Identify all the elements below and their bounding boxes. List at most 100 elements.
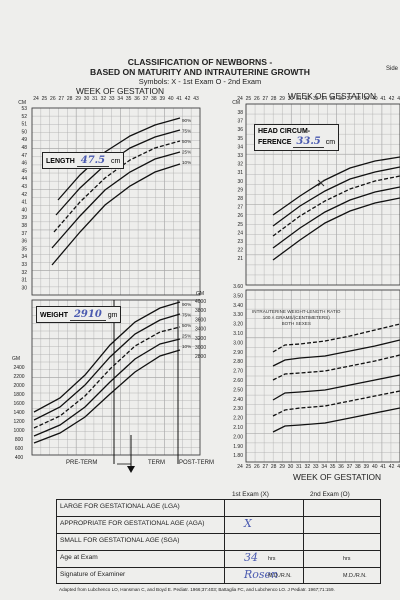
weight-gm-tick: 2000 xyxy=(13,383,24,389)
term-arrow-head xyxy=(127,466,135,473)
head-exam-mark xyxy=(317,179,325,187)
head-cm-tick: 22 xyxy=(237,248,243,254)
head-cm-tick: 24 xyxy=(237,230,243,236)
length-week-tick: 36 xyxy=(134,96,140,102)
ratio-week-tick: 35 xyxy=(330,464,336,470)
head-value: 33.5 xyxy=(293,136,324,148)
ratio-tick: 3.20 xyxy=(233,322,243,328)
weight-gm-tick: 600 xyxy=(15,446,24,452)
head-week-tick: 33 xyxy=(313,96,319,102)
length-percentile-curve xyxy=(53,140,181,233)
length-percentile-label: 75% xyxy=(182,129,191,134)
ratio-week-tick: 34 xyxy=(321,464,327,470)
length-week-label: WEEK OF GESTATION xyxy=(76,86,165,96)
ratio-week-tick: 36 xyxy=(338,464,344,470)
head-week-tick: 24 xyxy=(237,96,243,102)
ratio-tick: 1.80 xyxy=(233,453,243,459)
length-cm-tick: 40 xyxy=(21,207,27,213)
ratio-tick: 2.20 xyxy=(233,416,243,422)
length-week-tick: 40 xyxy=(168,96,174,102)
weight-gm-unit: GM xyxy=(12,356,20,362)
length-cm-tick: 37 xyxy=(21,231,27,237)
length-week-tick: 39 xyxy=(160,96,166,102)
length-cm-tick: 43 xyxy=(21,184,27,190)
ratio-week-tick: 38 xyxy=(355,464,361,470)
length-cm-tick: 45 xyxy=(21,168,27,174)
ratio-percentile-curve xyxy=(272,323,400,353)
ratio-tick: 3.30 xyxy=(233,312,243,318)
head-week-label: WEEK OF GESTATION xyxy=(288,91,377,101)
ratio-tick: 3.00 xyxy=(233,340,243,346)
ratio-week-tick: 30 xyxy=(288,464,294,470)
side-label: Side xyxy=(386,66,399,72)
ratio-tick: 2.70 xyxy=(233,369,243,375)
ratio-week-tick: 27 xyxy=(262,464,268,470)
ratio-week-tick: 32 xyxy=(305,464,311,470)
ratio-percentile-curve xyxy=(272,354,400,381)
exam1-value: 34 xyxy=(244,551,258,564)
length-percentile-curve xyxy=(51,151,181,249)
ratio-week-tick: 43 xyxy=(397,464,400,470)
exam1-suffix: hrs xyxy=(268,556,276,562)
head-percentile-curve xyxy=(272,197,400,261)
preterm-label: PRE-TERM xyxy=(66,460,98,466)
head-cm-tick: 27 xyxy=(237,205,243,211)
length-cm-tick: 39 xyxy=(21,215,27,221)
ratio-week-tick: 41 xyxy=(380,464,386,470)
length-cm-tick: 34 xyxy=(21,254,27,260)
head-week-tick: 26 xyxy=(254,96,260,102)
length-value: 47.5 xyxy=(76,155,110,167)
length-cm-tick: 50 xyxy=(21,129,27,135)
head-week-tick: 34 xyxy=(321,96,327,102)
weight-gm-right-tick: 2800 xyxy=(195,354,206,360)
ratio-percentile-curve xyxy=(272,407,400,433)
exam-row-divider xyxy=(56,533,381,534)
weight-gm-tick: 1600 xyxy=(13,401,24,407)
exam-row-divider xyxy=(56,567,381,568)
length-week-tick: 28 xyxy=(67,96,73,102)
ratio-week-tick: 24 xyxy=(237,464,243,470)
ratio-tick: 1.90 xyxy=(233,444,243,450)
weight-percentile-label: 90% xyxy=(182,302,191,307)
form-title-line2: BASED ON MATURITY AND INTRAUTERINE GROWT… xyxy=(90,67,310,77)
head-cm-tick: 25 xyxy=(237,222,243,228)
head-week-tick: 42 xyxy=(389,96,395,102)
head-week-tick: 30 xyxy=(288,96,294,102)
ratio-tick: 3.60 xyxy=(233,284,243,290)
weight-gm-tick: 2200 xyxy=(13,374,24,380)
ratio-week-tick: 29 xyxy=(279,464,285,470)
weight-gm-right-tick: 3000 xyxy=(195,345,206,351)
exam-col-divider xyxy=(303,499,304,584)
length-percentile-curve xyxy=(51,163,181,266)
exam-table: LARGE FOR GESTATIONAL AGE (LGA) APPROPRIA… xyxy=(56,499,381,584)
length-week-tick: 33 xyxy=(109,96,115,102)
head-week-tick: 36 xyxy=(338,96,344,102)
length-cm-tick: 47 xyxy=(21,153,27,159)
head-week-tick: 39 xyxy=(364,96,370,102)
term-label: TERM xyxy=(148,460,165,466)
exam1-suffix: M.D./R.N. xyxy=(268,573,292,579)
length-cm-tick: 52 xyxy=(21,114,27,120)
ratio-week-tick: 31 xyxy=(296,464,302,470)
ratio-week-tick: 40 xyxy=(372,464,378,470)
weight-gm-tick: 1800 xyxy=(13,392,24,398)
ratio-percentile-curve xyxy=(272,390,400,417)
weight-label: WEIGHT xyxy=(40,312,68,319)
length-percentile-label: 10% xyxy=(182,160,191,165)
length-week-tick: 34 xyxy=(117,96,123,102)
ratio-week-label: WEEK OF GESTATION xyxy=(293,472,382,482)
ratio-week-tick: 42 xyxy=(389,464,395,470)
ratio-tick: 2.90 xyxy=(233,350,243,356)
length-week-tick: 32 xyxy=(101,96,107,102)
head-cm-tick: 21 xyxy=(237,256,243,262)
weight-gm-tick: 1200 xyxy=(13,419,24,425)
ratio-tick: 2.50 xyxy=(233,387,243,393)
weight-percentile-curve xyxy=(33,313,181,421)
ratio-tick: 2.40 xyxy=(233,397,243,403)
weight-gm-tick: 1400 xyxy=(13,410,24,416)
length-cm-tick: 49 xyxy=(21,137,27,143)
ratio-week-tick: 33 xyxy=(313,464,319,470)
length-week-tick: 43 xyxy=(193,96,199,102)
exam-row-label: LARGE FOR GESTATIONAL AGE (LGA) xyxy=(60,503,180,510)
exam-row-divider xyxy=(56,550,381,551)
